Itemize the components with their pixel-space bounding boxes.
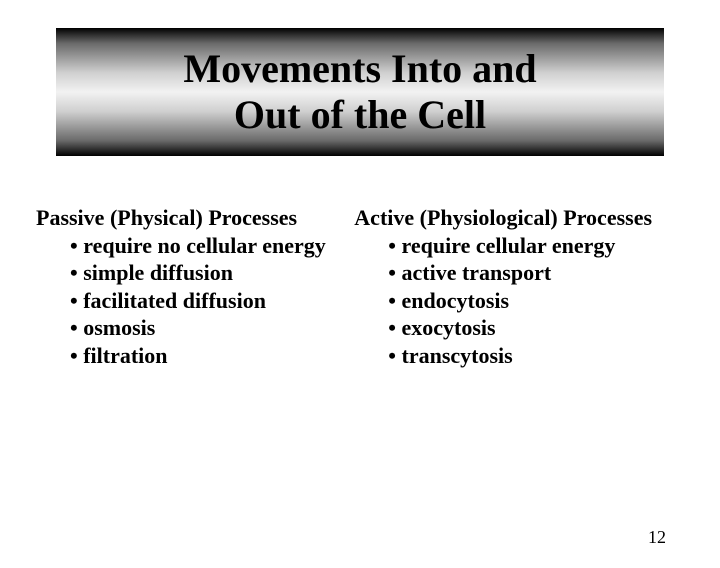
list-item: require cellular energy <box>388 232 684 260</box>
right-column-heading: Active (Physiological) Processes <box>354 204 684 232</box>
content-columns: Passive (Physical) Processes require no … <box>0 204 720 369</box>
list-item: osmosis <box>70 314 346 342</box>
list-item: active transport <box>388 259 684 287</box>
title-line-2: Out of the Cell <box>234 92 486 138</box>
left-column: Passive (Physical) Processes require no … <box>36 204 346 369</box>
list-item: facilitated diffusion <box>70 287 346 315</box>
page-number: 12 <box>648 527 666 548</box>
list-item: exocytosis <box>388 314 684 342</box>
left-column-list: require no cellular energysimple diffusi… <box>36 232 346 370</box>
title-banner: Movements Into and Out of the Cell <box>56 28 664 156</box>
right-column-list: require cellular energyactive transporte… <box>354 232 684 370</box>
list-item: endocytosis <box>388 287 684 315</box>
list-item: transcytosis <box>388 342 684 370</box>
right-column: Active (Physiological) Processes require… <box>354 204 684 369</box>
title-line-1: Movements Into and <box>183 46 536 92</box>
list-item: simple diffusion <box>70 259 346 287</box>
list-item: require no cellular energy <box>70 232 346 260</box>
list-item: filtration <box>70 342 346 370</box>
left-column-heading: Passive (Physical) Processes <box>36 204 346 232</box>
